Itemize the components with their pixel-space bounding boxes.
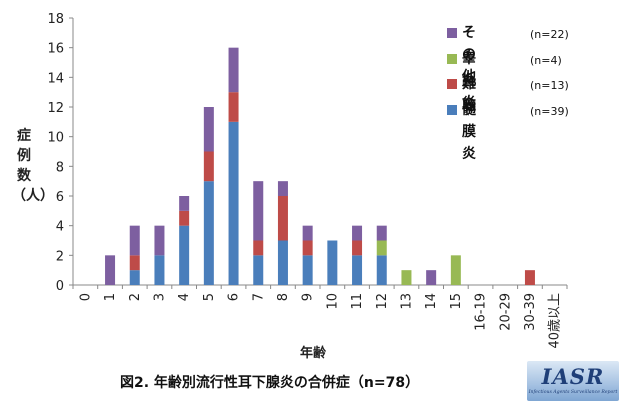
x-tick-label: 15	[449, 293, 464, 310]
legend-label: その他	[462, 25, 476, 85]
bar-segment	[401, 270, 412, 285]
legend-swatch	[447, 53, 457, 64]
x-tick-label: 6	[227, 293, 242, 301]
y-axis-label-char: 症	[17, 128, 31, 144]
y-tick-label: 6	[56, 190, 64, 205]
x-axis-label: 年齢	[300, 346, 327, 361]
bar-segment	[327, 240, 338, 285]
bar-segment	[277, 240, 288, 285]
logo-mark: IASR	[541, 364, 605, 389]
bar-segment	[129, 270, 140, 285]
bar-segment	[352, 240, 363, 256]
x-tick-label: 14	[424, 293, 439, 310]
figure-caption: 図2. 年齢別流行性耳下腺炎の合併症（n=78）	[120, 375, 420, 391]
bar-segment	[179, 196, 190, 211]
bar-segment	[524, 270, 535, 285]
bar-segment	[203, 181, 214, 285]
bar-segment	[376, 225, 387, 241]
legend-count: (n=4)	[530, 53, 562, 67]
bar-segment	[179, 225, 190, 285]
x-tick-label: 13	[399, 293, 414, 310]
y-tick-label: 12	[47, 101, 64, 116]
legend-label: 難聴	[462, 76, 476, 114]
y-axis-label: 症 例 数 （人）	[12, 126, 54, 206]
iasr-logo: IASR Infectious Agents Surveillance Repo…	[527, 361, 619, 401]
x-tick-label: 4	[177, 293, 192, 301]
x-tick-label: 2	[128, 293, 143, 301]
x-tick-label: 8	[276, 293, 291, 301]
y-axis-label-char: 例	[17, 148, 31, 164]
bar-segment	[179, 210, 190, 226]
bar-segment	[302, 255, 313, 285]
bar-segment	[426, 270, 437, 285]
bar-segment	[253, 255, 264, 285]
legend-count: (n=39)	[530, 104, 569, 118]
x-tick-label: 7	[251, 293, 266, 301]
y-tick-label: 2	[56, 249, 64, 264]
bar-segment	[105, 255, 116, 285]
bar-segment	[228, 92, 239, 122]
bar-segment	[154, 225, 165, 256]
y-axis-label-char: （人）	[12, 188, 54, 204]
legend-count: (n=22)	[530, 28, 569, 41]
bar-segment	[277, 181, 288, 196]
y-tick-label: 10	[47, 131, 64, 146]
logo-subtitle: Infectious Agents Surveillance Report	[528, 390, 618, 395]
y-tick-label: 18	[47, 12, 64, 27]
bar-segment	[352, 225, 363, 241]
x-tick-label: 9	[301, 293, 316, 301]
bar-segment	[253, 240, 264, 256]
bar-segment	[302, 240, 313, 256]
bar-segment	[277, 196, 288, 241]
legend-swatch	[447, 79, 457, 89]
x-tick-label: 0	[78, 293, 93, 301]
bar-segment	[352, 255, 363, 285]
x-tick-label: 1	[103, 293, 118, 301]
bar-segment	[203, 151, 214, 182]
x-tick-label: 30-39	[523, 293, 538, 331]
bar-segment	[253, 181, 264, 241]
bar-segment	[376, 255, 387, 285]
legend-label: 睾丸炎	[462, 50, 476, 111]
y-tick-label: 8	[56, 160, 64, 175]
legend-label: 髄膜炎	[462, 101, 476, 162]
bar-segment	[129, 255, 140, 271]
x-tick-label: 12	[375, 293, 390, 310]
x-tick-label: 20-29	[498, 293, 513, 331]
bar-segment	[228, 121, 239, 285]
bar-segment	[129, 225, 140, 256]
y-tick-label: 0	[56, 279, 64, 294]
bar-segment	[302, 225, 313, 241]
x-tick-label: 11	[350, 293, 365, 310]
legend-swatch	[447, 104, 457, 115]
x-tick-label: 16-19	[474, 293, 489, 331]
x-tick-label: 10	[325, 293, 340, 310]
bar-segment	[376, 240, 387, 256]
y-tick-label: 16	[47, 42, 64, 57]
bar-segment	[450, 255, 461, 285]
bar-segment	[228, 47, 239, 93]
x-tick-label: 3	[152, 293, 167, 301]
y-tick-label: 14	[47, 71, 64, 86]
y-tick-label: 4	[56, 220, 64, 235]
legend-swatch	[447, 28, 457, 38]
y-axis-label-char: 数	[17, 168, 31, 184]
x-tick-label: 5	[202, 293, 217, 301]
bar-segment	[154, 255, 165, 285]
x-tick-label: 40歳以上	[548, 293, 563, 349]
bar-segment	[203, 107, 214, 152]
legend-count: (n=13)	[530, 79, 569, 92]
